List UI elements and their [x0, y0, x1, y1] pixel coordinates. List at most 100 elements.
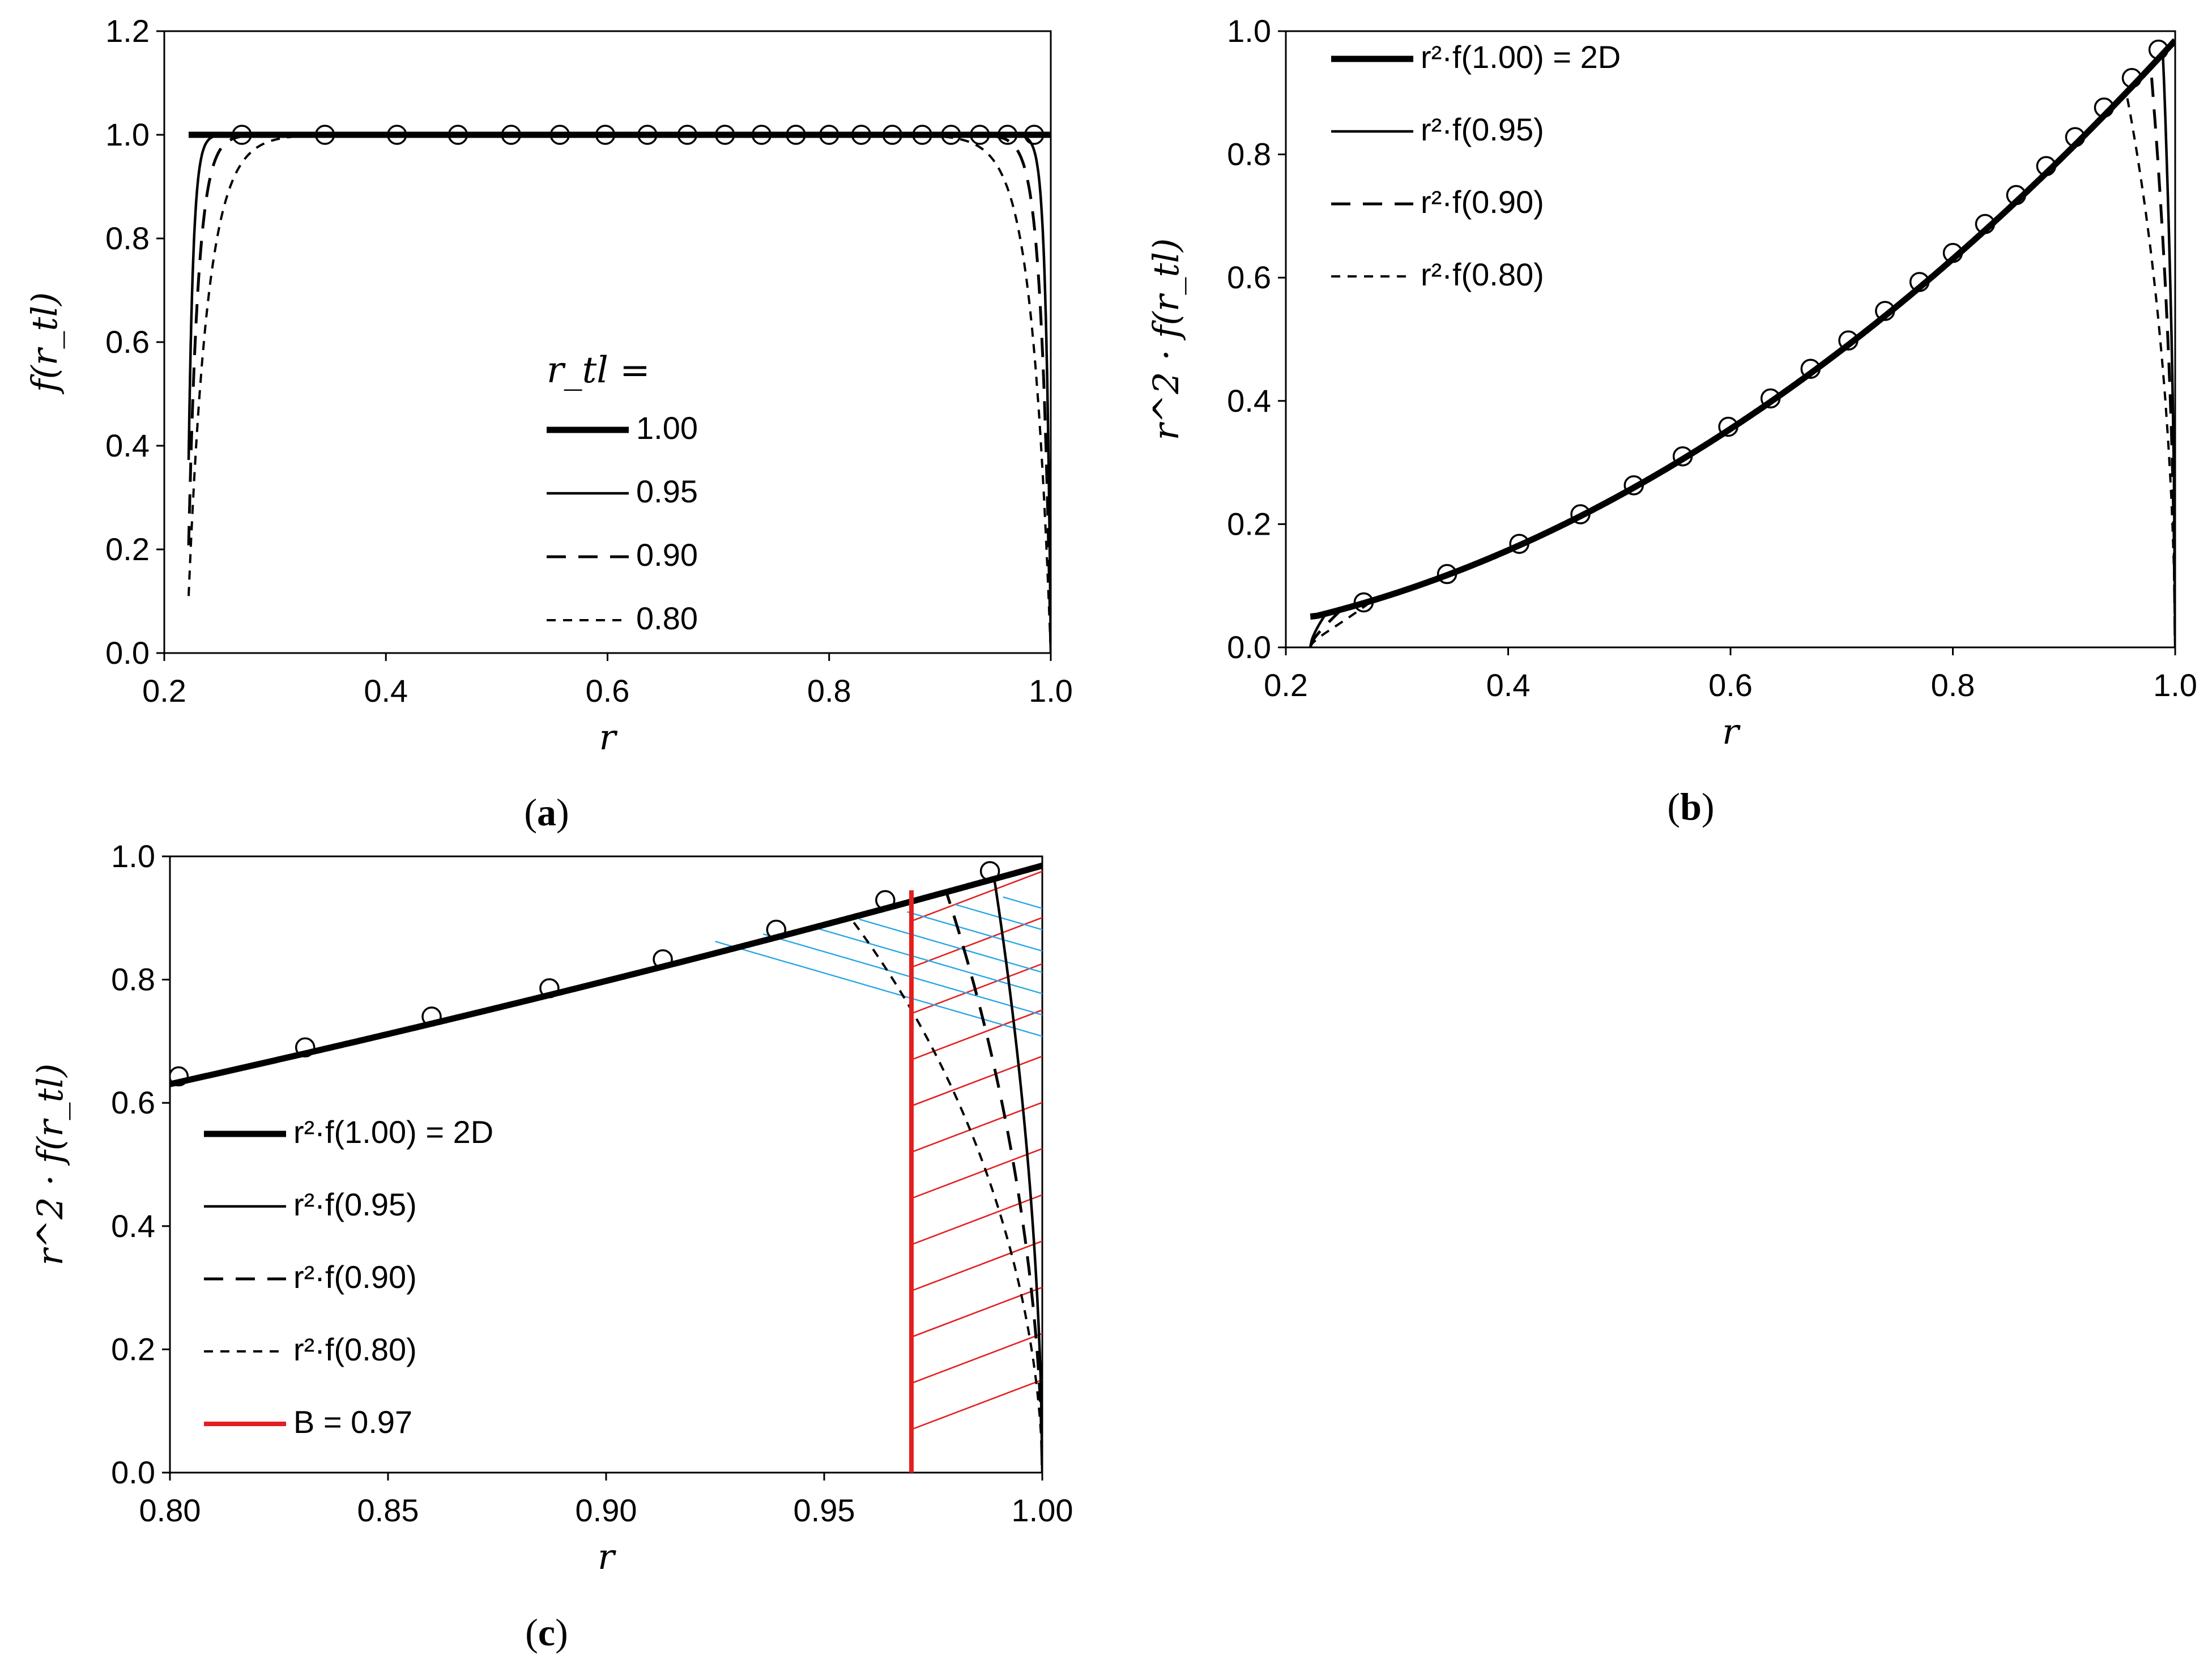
legend-label: r²·f(0.95): [293, 1187, 417, 1222]
marker-point: [2121, 67, 2142, 88]
marker-point: [1909, 272, 1930, 292]
x-tick-label: 0.85: [357, 1492, 419, 1528]
marker-point: [1800, 359, 1821, 379]
y-tick-label: 0.8: [1227, 136, 1271, 172]
hatch-region: [715, 871, 1042, 1431]
y-tick-label: 0.2: [1227, 506, 1271, 541]
marker-point: [501, 125, 522, 145]
marker-point: [1024, 125, 1045, 145]
marker-point: [447, 125, 468, 145]
marker-point: [882, 125, 903, 145]
panel-label: (b): [1667, 785, 1714, 828]
y-tick-label: 0.2: [111, 1331, 155, 1367]
x-tick-label: 0.2: [1264, 667, 1308, 703]
marker-point: [2065, 127, 2086, 147]
y-tick-label: 1.2: [105, 13, 150, 49]
x-tick-label: 0.80: [139, 1492, 201, 1528]
legend-label: 1.00: [636, 410, 698, 446]
blue-hatch-line: [906, 911, 1042, 952]
y-tick-label: 0.8: [111, 962, 155, 997]
y-tick-label: 0.4: [111, 1208, 155, 1244]
plot-area: [1308, 38, 2175, 647]
blue-hatch-line: [811, 925, 1042, 995]
marker-point: [2006, 185, 2027, 206]
y-axis-label: r^2 · f(r_tl): [1145, 238, 1187, 441]
y-axis-label: r^2 · f(r_tl): [29, 1064, 71, 1266]
blue-hatch-line: [715, 940, 1042, 1037]
marker-point: [595, 125, 616, 145]
y-tick-label: 0.4: [105, 428, 150, 463]
x-tick-label: 0.6: [586, 673, 630, 709]
red-hatch-line: [911, 1102, 1042, 1153]
x-tick-label: 0.6: [1708, 667, 1753, 703]
x-tick-label: 0.2: [142, 673, 186, 709]
marker-point: [2036, 156, 2057, 177]
marker-point: [970, 125, 990, 145]
series-line-r--f-0-80-: [1309, 92, 2175, 647]
marker-point: [786, 125, 806, 145]
legend-label: r²·f(1.00) = 2D: [293, 1114, 493, 1150]
blue-hatch-line: [954, 903, 1042, 931]
legend-label: 0.80: [636, 600, 698, 636]
y-tick-label: 0.6: [1227, 259, 1271, 295]
marker-point: [314, 125, 335, 145]
y-tick-label: 1.0: [105, 117, 150, 152]
x-axis-label: r: [598, 1536, 616, 1577]
blue-hatch-line: [1003, 896, 1042, 910]
plot-area: [185, 125, 1051, 653]
red-hatch-line: [911, 871, 1042, 922]
red-hatch-line: [911, 1147, 1042, 1200]
panel-b: 0.00.20.40.60.81.00.2 0.4 0.6 0.8 1.0rr^2 · …: [1145, 13, 2197, 828]
y-tick-label: 0.6: [105, 324, 150, 360]
marker-point: [997, 125, 1018, 145]
marker-point: [751, 125, 772, 145]
y-tick-label: 0.6: [111, 1085, 155, 1120]
legend-label: r²·f(0.90): [1421, 184, 1544, 220]
marker-point: [232, 125, 252, 145]
legend-label: r²·f(1.00) = 2D: [1421, 39, 1621, 75]
marker-point: [979, 861, 1000, 881]
y-tick-label: 0.2: [105, 531, 150, 567]
x-tick-label: 1.0: [1029, 673, 1073, 709]
legend-label: B = 0.97: [293, 1404, 412, 1440]
blue-hatch-line: [762, 933, 1042, 1016]
marker-point: [539, 978, 560, 999]
plot-area: [170, 861, 1042, 1473]
red-hatch-line: [911, 1333, 1042, 1384]
marker-point: [875, 890, 896, 910]
legend-label: r²·f(0.80): [293, 1332, 417, 1367]
x-tick-label: 0.90: [576, 1492, 637, 1528]
panel-label: (c): [525, 1611, 568, 1654]
marker-point: [1623, 475, 1644, 496]
y-tick-label: 0.0: [105, 635, 150, 671]
marker-point: [819, 125, 839, 145]
marker-point: [1353, 592, 1374, 613]
x-tick-label: 0.95: [794, 1492, 855, 1528]
marker-point: [1942, 242, 1963, 263]
marker-point: [295, 1037, 316, 1058]
legend-title: r_tl =: [547, 349, 650, 391]
marker-point: [941, 125, 961, 145]
marker-point: [1509, 534, 1529, 554]
y-tick-label: 1.0: [111, 838, 155, 874]
marker-point: [677, 125, 698, 145]
legend-label: 0.90: [636, 537, 698, 573]
marker-point: [637, 125, 658, 145]
marker-point: [653, 949, 673, 970]
marker-point: [1570, 504, 1591, 524]
y-tick-label: 0.0: [111, 1454, 155, 1490]
y-tick-label: 0.0: [1227, 629, 1271, 665]
legend-label: r²·f(0.90): [293, 1259, 417, 1295]
series-line-r--f-0-80-: [170, 916, 1042, 1473]
legend: r_tl = 1.00 0.95 0.90 0.80: [547, 349, 698, 636]
marker-point: [715, 125, 735, 145]
x-tick-label: 1.0: [2153, 667, 2197, 703]
y-tick-label: 0.4: [1227, 383, 1271, 419]
red-hatch-line: [911, 1240, 1042, 1292]
red-hatch-line: [911, 916, 1042, 969]
x-tick-label: 0.4: [1486, 667, 1531, 703]
x-axis-label: r: [599, 716, 618, 758]
marker-point: [2148, 39, 2169, 60]
marker-point: [1437, 564, 1457, 585]
